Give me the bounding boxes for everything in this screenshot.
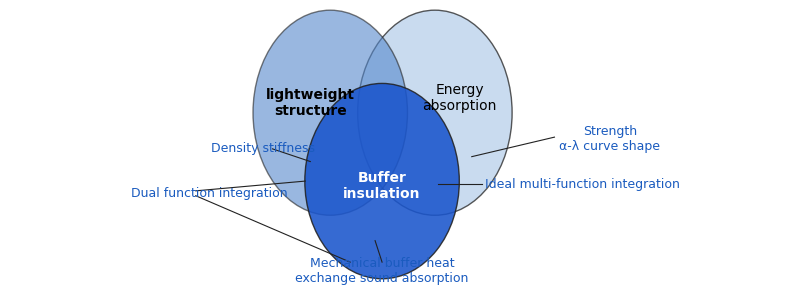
Ellipse shape (305, 84, 459, 279)
Text: Buffer
insulation: Buffer insulation (343, 171, 421, 201)
Ellipse shape (253, 10, 407, 215)
Text: lightweight
structure: lightweight structure (266, 88, 355, 118)
Text: Strength
α-λ curve shape: Strength α-λ curve shape (559, 125, 661, 153)
Text: Dual function integration: Dual function integration (131, 187, 287, 200)
Text: Energy
absorption: Energy absorption (422, 83, 497, 113)
Ellipse shape (358, 10, 512, 215)
Text: Mechanical buffer heat
exchange sound absorption: Mechanical buffer heat exchange sound ab… (295, 257, 469, 285)
Text: Ideal multi-function integration: Ideal multi-function integration (485, 177, 679, 190)
Text: Density stiffness: Density stiffness (210, 142, 314, 155)
